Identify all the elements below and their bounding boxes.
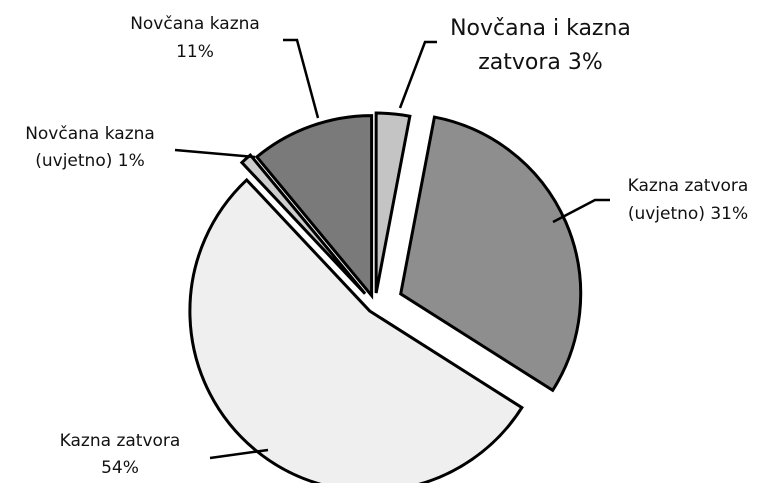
data-label: Kazna zatvora (uvjetno) 31%: [598, 172, 765, 228]
data-label: Kazna zatvora 54%: [40, 428, 200, 482]
category-label: Kazna zatvora: [59, 431, 181, 451]
leader-line: [283, 38, 320, 119]
value-label: 1%: [117, 151, 145, 171]
value-label: 3%: [567, 50, 603, 75]
pie-slice: [188, 177, 524, 483]
value-label: 31%: [710, 204, 749, 224]
value-label: 11%: [176, 42, 214, 62]
leader-line: [552, 198, 610, 224]
leader-line: [398, 40, 437, 109]
category-label: Novčana i kazna zatvora: [450, 16, 631, 75]
category-label: Kazna zatvora (uvjetno): [627, 176, 749, 224]
data-label: Novčana kazna (uvjetno) 1%: [5, 121, 175, 175]
pie-slice: [239, 152, 367, 295]
pie-slice: [374, 111, 412, 294]
category-label: Novčana kazna (uvjetno): [25, 124, 155, 171]
data-label: Novčana i kazna zatvora 3%: [428, 12, 653, 80]
value-label: 54%: [101, 458, 139, 478]
pie-slice: [399, 115, 583, 393]
pie-slice: [254, 114, 374, 300]
data-label: Novčana kazna 11%: [110, 10, 280, 66]
category-label: Novčana kazna: [130, 14, 260, 34]
leader-line: [174, 148, 256, 159]
leader-line: [209, 448, 269, 460]
